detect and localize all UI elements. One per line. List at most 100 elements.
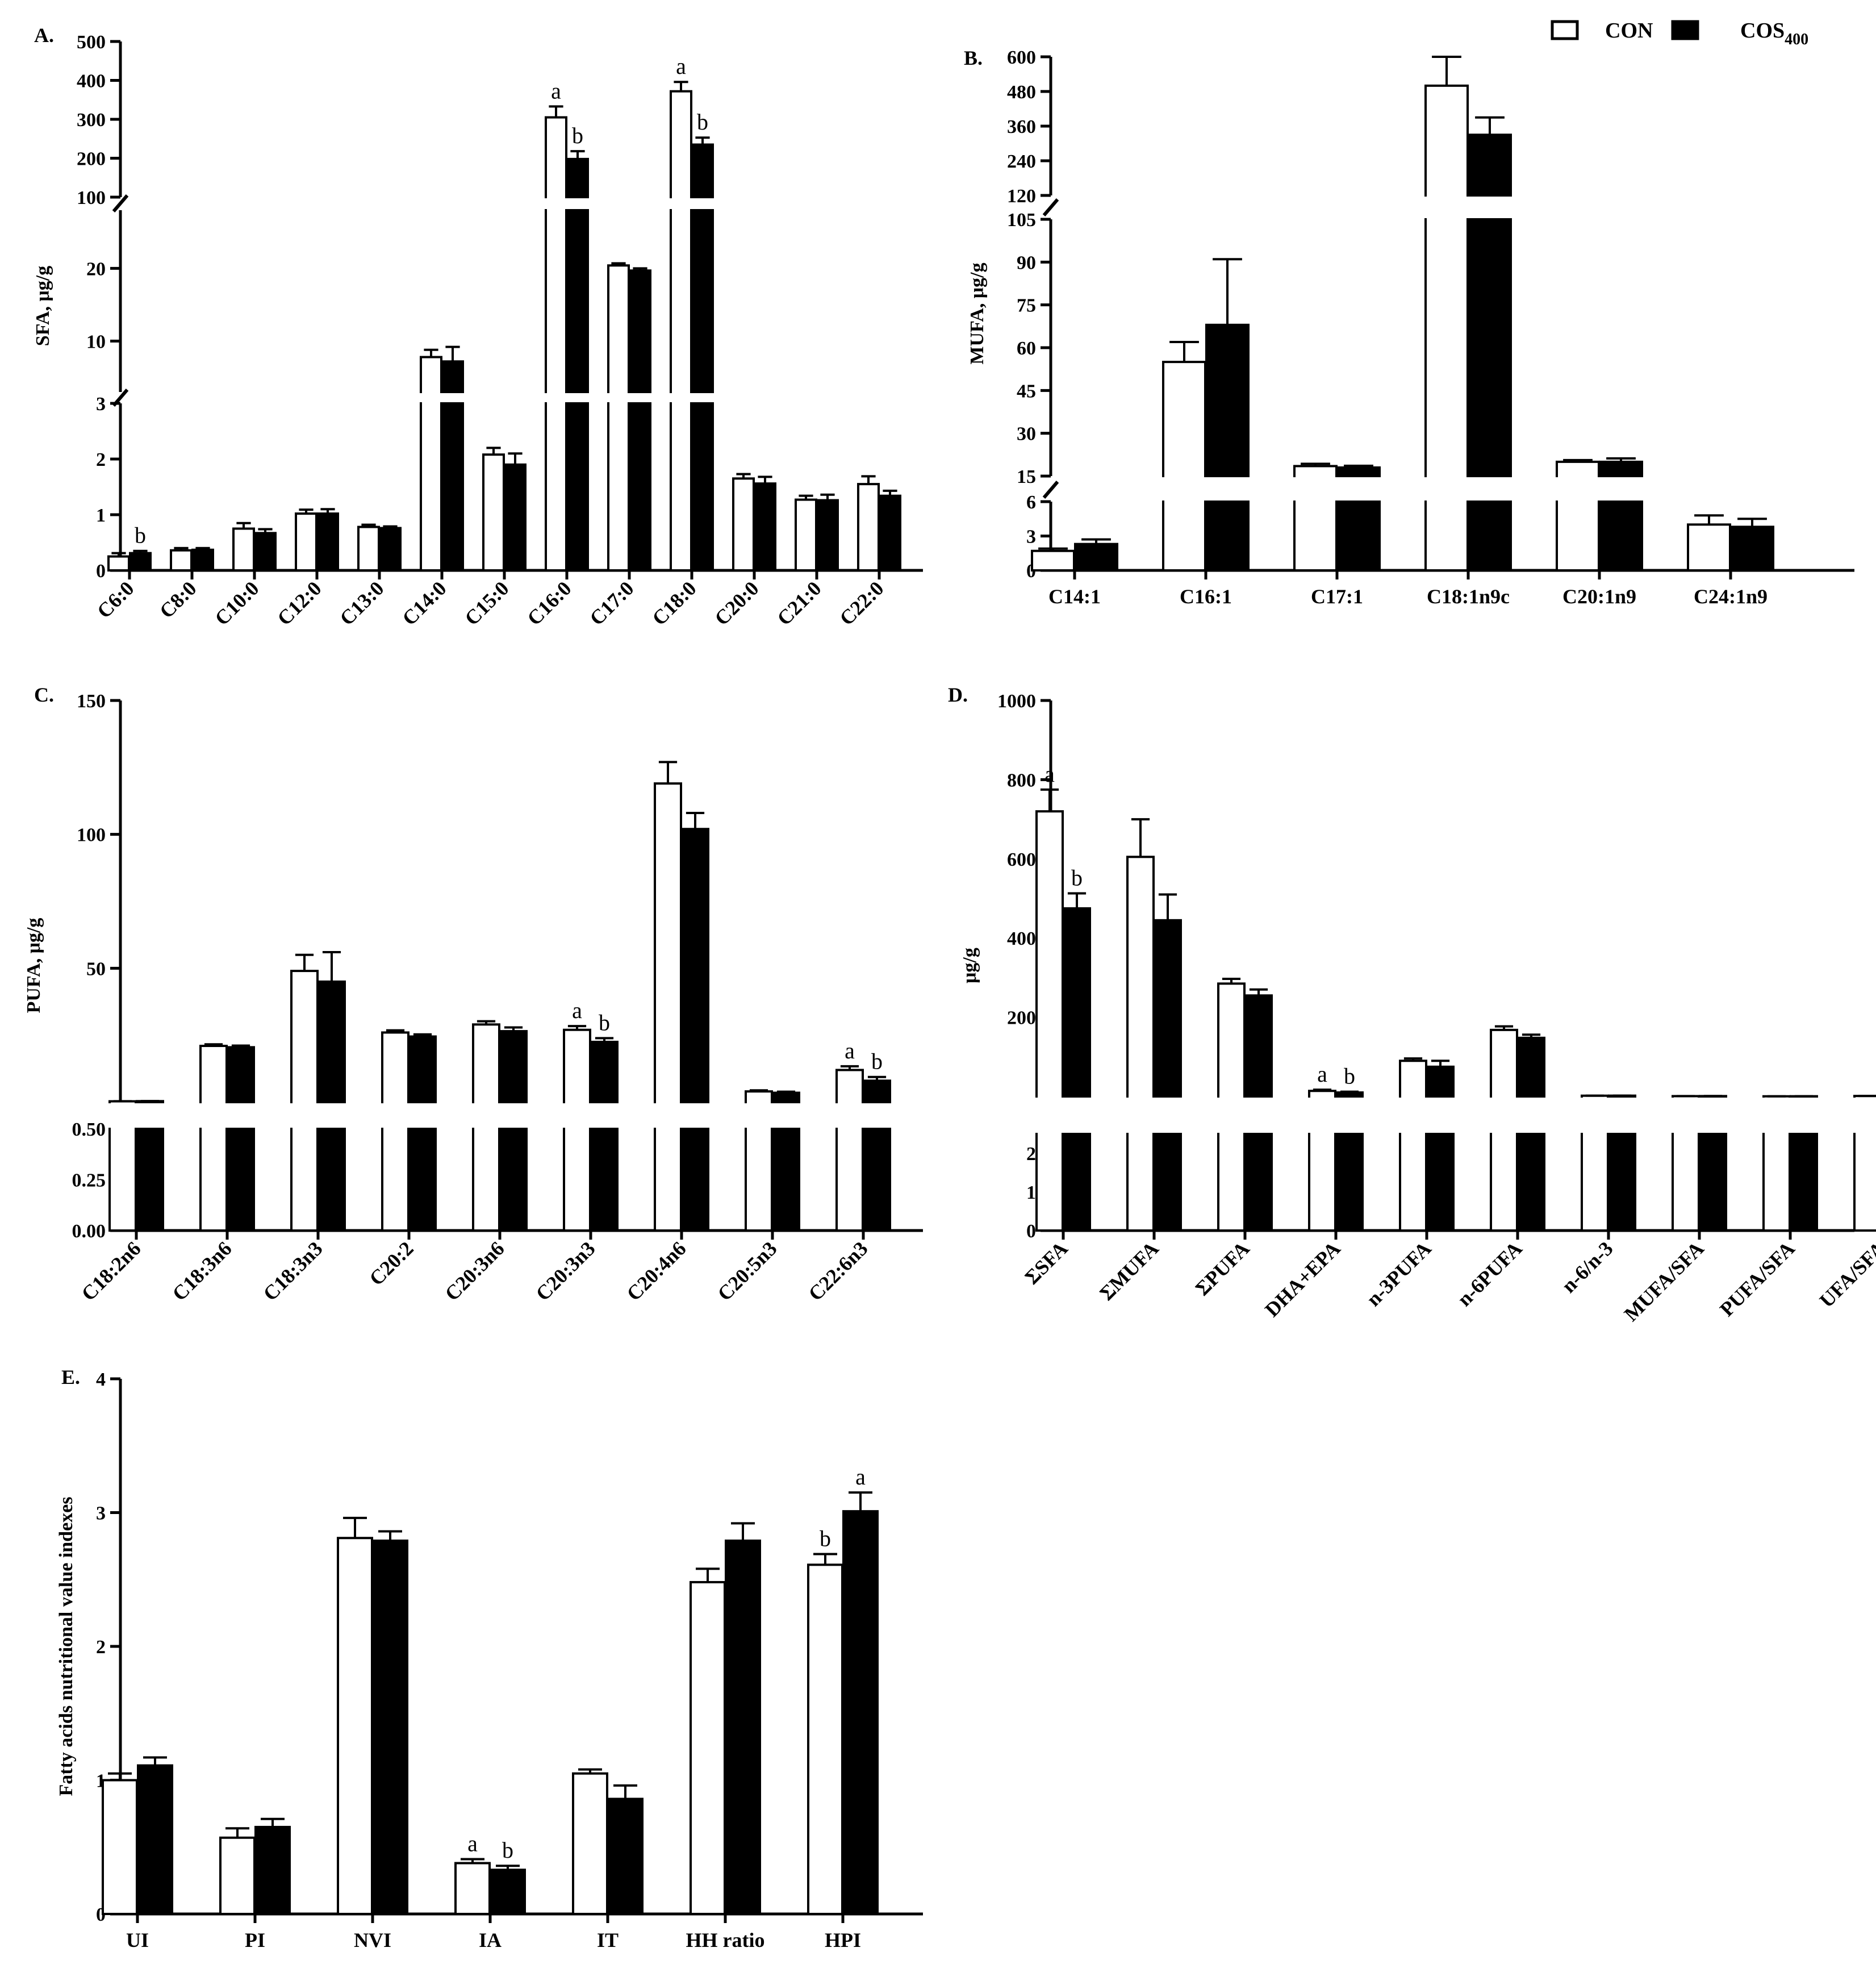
bar-break-gap — [690, 198, 715, 209]
bar-con — [102, 1779, 138, 1915]
bar-cos400 — [725, 1539, 761, 1916]
bar-cos400 — [254, 532, 277, 572]
y-tick-label: 600 — [1007, 47, 1036, 68]
bar-con — [107, 555, 130, 572]
bar-cos400 — [590, 1040, 619, 1232]
x-tick-label: C14:1 — [1048, 585, 1101, 608]
x-tick-label: HH ratio — [686, 1929, 765, 1951]
bar-break-gap — [1334, 1098, 1365, 1133]
bar-break-gap — [562, 1103, 592, 1128]
bar-cos400 — [566, 157, 589, 572]
x-tick-label: C18:2n6 — [77, 1237, 145, 1305]
axis-break-mark — [112, 389, 129, 407]
y-tick-label: 0.25 — [72, 1170, 106, 1191]
bar-cos400 — [129, 552, 152, 572]
y-tick-label: 360 — [1007, 116, 1036, 137]
x-tick-label: NVI — [354, 1929, 391, 1951]
bar-break-gap — [419, 393, 444, 402]
y-tick-label: 45 — [1017, 381, 1036, 402]
bar-con — [357, 526, 380, 572]
bar-break-gap — [1034, 1098, 1065, 1133]
y-axis-label: SFA, μg/g — [32, 266, 53, 346]
significance-letter: a — [572, 998, 582, 1023]
y-tick-label: 240 — [1007, 151, 1036, 172]
bar-break-gap — [225, 1103, 256, 1128]
bar-con — [572, 1772, 608, 1916]
significance-letter: a — [467, 1830, 478, 1856]
bar-break-gap — [589, 1103, 620, 1128]
y-tick-label: 50 — [86, 958, 106, 979]
axis-break-mark — [112, 194, 129, 212]
bar-break-gap — [1335, 477, 1382, 501]
significance-letter: a — [1044, 761, 1055, 787]
bar-break-gap — [1243, 1098, 1274, 1133]
x-tick-label: n-3PUFA — [1362, 1237, 1436, 1311]
bar-break-gap — [606, 393, 631, 402]
x-tick-label: UI — [126, 1929, 149, 1951]
x-tick-label: PI — [245, 1929, 265, 1951]
significance-letter: b — [1071, 865, 1083, 890]
x-tick-label: UFA/SFA — [1815, 1237, 1876, 1312]
significance-letter: a — [845, 1038, 855, 1064]
bar-cos400 — [863, 1079, 891, 1232]
x-tick-label: C14:0 — [398, 577, 450, 629]
bar-con — [670, 90, 692, 572]
panel-title: B. — [964, 47, 983, 69]
bar-cos400 — [1517, 1036, 1545, 1232]
x-tick-label: C18:1n9c — [1427, 585, 1510, 608]
significance-letter: a — [551, 78, 561, 103]
bar-cos400 — [137, 1764, 173, 1915]
significance-letter: b — [599, 1010, 610, 1035]
bar-break-gap — [1425, 1098, 1456, 1133]
bar-cos400 — [379, 527, 402, 572]
y-tick-label: 600 — [1007, 849, 1036, 870]
bar-con — [607, 264, 630, 572]
bar-break-gap — [471, 1103, 502, 1128]
bar-break-gap — [653, 1103, 683, 1128]
significance-letter: a — [855, 1464, 866, 1490]
bar-cos400 — [408, 1035, 437, 1232]
x-tick-label: C12:0 — [273, 577, 325, 629]
bar-break-gap — [1423, 197, 1470, 218]
bar-break-gap — [1598, 477, 1644, 501]
bar-cos400 — [629, 269, 651, 572]
bar-break-gap — [1204, 477, 1251, 501]
panel-title: C. — [34, 683, 54, 706]
x-tick-label: C18:0 — [647, 577, 700, 629]
x-tick-label: ΣPUFA — [1191, 1237, 1254, 1300]
significance-letter: b — [820, 1526, 831, 1552]
bar-break-gap — [1398, 1098, 1428, 1133]
bar-cos400 — [1205, 323, 1250, 572]
bar-cos400 — [681, 828, 709, 1232]
bar-con — [654, 782, 682, 1232]
bar-break-gap — [1670, 1098, 1701, 1133]
y-tick-label: 400 — [1007, 928, 1036, 949]
y-tick-label: 100 — [77, 187, 106, 208]
bar-cos400 — [842, 1510, 879, 1915]
bar-con — [545, 116, 567, 572]
bar-break-gap — [1423, 477, 1470, 501]
x-tick-label: n-6/n-3 — [1557, 1237, 1618, 1297]
bar-break-gap — [680, 1103, 711, 1128]
y-axis-label: MUFA, μg/g — [967, 262, 988, 364]
legend-swatch-con — [1551, 20, 1579, 40]
y-tick-label: 3 — [1026, 527, 1036, 548]
bar-cos400 — [316, 512, 339, 572]
bar-con — [170, 549, 193, 572]
x-tick-label: C20:1n9 — [1562, 585, 1636, 608]
y-axis-label: Fatty acids nutritional value indexes — [56, 1496, 77, 1796]
bar-cos400 — [816, 499, 839, 572]
bar-break-gap — [1761, 1098, 1792, 1133]
y-tick-label: 100 — [77, 825, 106, 846]
bar-con — [337, 1537, 373, 1916]
x-tick-label: C16:0 — [523, 577, 575, 629]
bar-break-gap — [1580, 1098, 1610, 1133]
bar-con — [482, 453, 505, 572]
y-tick-label: 200 — [77, 149, 106, 170]
bar-break-gap — [628, 393, 653, 402]
bar-break-gap — [668, 198, 693, 209]
y-tick-label: 150 — [77, 691, 106, 712]
bar-break-gap — [544, 393, 569, 402]
